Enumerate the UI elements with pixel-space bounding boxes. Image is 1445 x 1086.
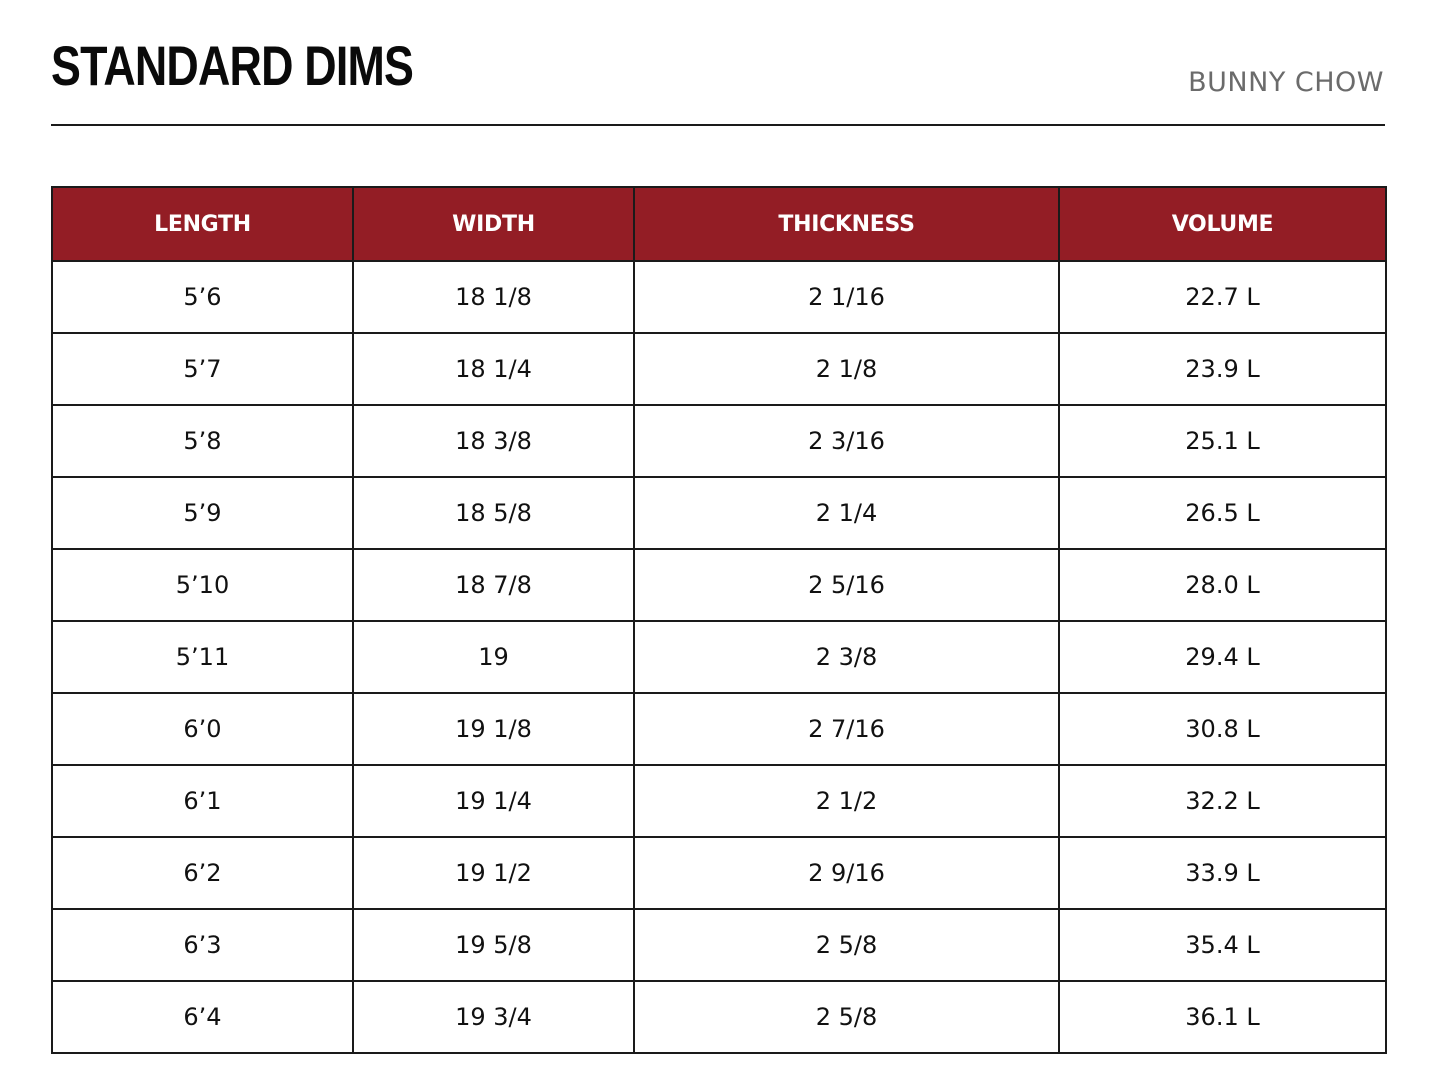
length-cell: 5’7 bbox=[51, 332, 354, 406]
volume-cell: 28.0 L bbox=[1058, 548, 1387, 622]
volume-cell: 26.5 L bbox=[1058, 476, 1387, 550]
column-header-volume: VOLUME bbox=[1058, 186, 1387, 262]
volume-cell: 30.8 L bbox=[1058, 692, 1387, 766]
thickness-cell: 2 1/16 bbox=[633, 260, 1060, 334]
table-row: 6’4 19 3/4 2 5/8 36.1 L bbox=[51, 980, 1387, 1054]
length-cell: 5’6 bbox=[51, 260, 354, 334]
page-title: STANDARD DIMS bbox=[51, 34, 414, 97]
thickness-cell: 2 5/16 bbox=[633, 548, 1060, 622]
volume-cell: 33.9 L bbox=[1058, 836, 1387, 910]
thickness-cell: 2 9/16 bbox=[633, 836, 1060, 910]
dimensions-table: LENGTH WIDTH THICKNESS VOLUME 5’6 18 1/8… bbox=[51, 186, 1387, 1054]
length-cell: 6’3 bbox=[51, 908, 354, 982]
volume-cell: 25.1 L bbox=[1058, 404, 1387, 478]
volume-cell: 35.4 L bbox=[1058, 908, 1387, 982]
length-cell: 6’1 bbox=[51, 764, 354, 838]
column-header-length: LENGTH bbox=[51, 186, 354, 262]
thickness-cell: 2 3/16 bbox=[633, 404, 1060, 478]
length-cell: 5’9 bbox=[51, 476, 354, 550]
width-cell: 19 1/4 bbox=[352, 764, 635, 838]
length-cell: 6’0 bbox=[51, 692, 354, 766]
table-row: 5’10 18 7/8 2 5/16 28.0 L bbox=[51, 548, 1387, 622]
volume-cell: 29.4 L bbox=[1058, 620, 1387, 694]
table-row: 5’9 18 5/8 2 1/4 26.5 L bbox=[51, 476, 1387, 550]
thickness-cell: 2 5/8 bbox=[633, 980, 1060, 1054]
title-divider bbox=[51, 124, 1385, 126]
thickness-cell: 2 1/4 bbox=[633, 476, 1060, 550]
table-row: 6’2 19 1/2 2 9/16 33.9 L bbox=[51, 836, 1387, 910]
table-row: 6’0 19 1/8 2 7/16 30.8 L bbox=[51, 692, 1387, 766]
table-row: 6’3 19 5/8 2 5/8 35.4 L bbox=[51, 908, 1387, 982]
volume-cell: 22.7 L bbox=[1058, 260, 1387, 334]
width-cell: 19 3/4 bbox=[352, 980, 635, 1054]
table-row: 6’1 19 1/4 2 1/2 32.2 L bbox=[51, 764, 1387, 838]
table-row: 5’11 19 2 3/8 29.4 L bbox=[51, 620, 1387, 694]
model-name: BUNNY CHOW bbox=[1188, 67, 1384, 98]
table-row: 5’8 18 3/8 2 3/16 25.1 L bbox=[51, 404, 1387, 478]
thickness-cell: 2 1/8 bbox=[633, 332, 1060, 406]
thickness-cell: 2 1/2 bbox=[633, 764, 1060, 838]
width-cell: 19 5/8 bbox=[352, 908, 635, 982]
length-cell: 5’8 bbox=[51, 404, 354, 478]
length-cell: 5’11 bbox=[51, 620, 354, 694]
table-row: 5’7 18 1/4 2 1/8 23.9 L bbox=[51, 332, 1387, 406]
table-row: 5’6 18 1/8 2 1/16 22.7 L bbox=[51, 260, 1387, 334]
volume-cell: 23.9 L bbox=[1058, 332, 1387, 406]
width-cell: 19 1/8 bbox=[352, 692, 635, 766]
column-header-thickness: THICKNESS bbox=[633, 186, 1060, 262]
column-header-width: WIDTH bbox=[352, 186, 635, 262]
volume-cell: 32.2 L bbox=[1058, 764, 1387, 838]
thickness-cell: 2 5/8 bbox=[633, 908, 1060, 982]
thickness-cell: 2 3/8 bbox=[633, 620, 1060, 694]
thickness-cell: 2 7/16 bbox=[633, 692, 1060, 766]
table-header-row: LENGTH WIDTH THICKNESS VOLUME bbox=[51, 186, 1387, 262]
width-cell: 18 3/8 bbox=[352, 404, 635, 478]
volume-cell: 36.1 L bbox=[1058, 980, 1387, 1054]
width-cell: 18 1/4 bbox=[352, 332, 635, 406]
length-cell: 6’4 bbox=[51, 980, 354, 1054]
width-cell: 18 5/8 bbox=[352, 476, 635, 550]
width-cell: 18 7/8 bbox=[352, 548, 635, 622]
length-cell: 5’10 bbox=[51, 548, 354, 622]
width-cell: 19 bbox=[352, 620, 635, 694]
width-cell: 19 1/2 bbox=[352, 836, 635, 910]
width-cell: 18 1/8 bbox=[352, 260, 635, 334]
length-cell: 6’2 bbox=[51, 836, 354, 910]
